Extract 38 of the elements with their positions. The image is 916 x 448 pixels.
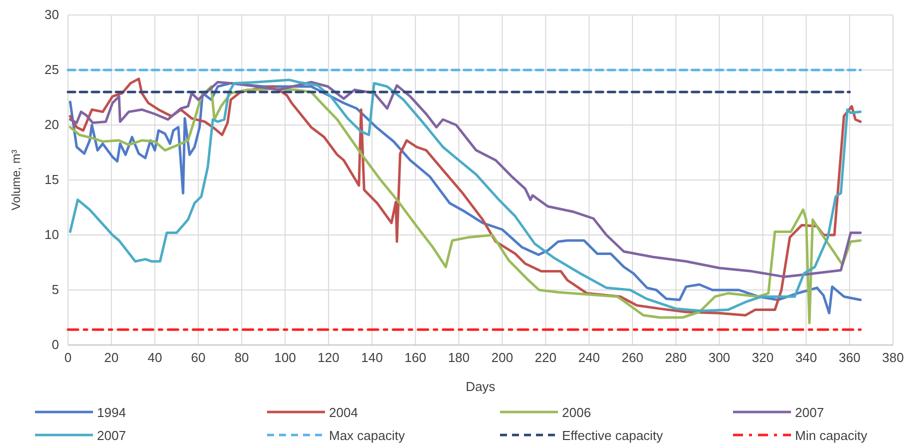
y-tick-label: 0 [52, 337, 59, 352]
x-tick-label: 100 [274, 350, 296, 366]
legend-label: Effective capacity [562, 428, 664, 443]
x-tick-label: 120 [318, 350, 340, 366]
x-tick-label: 20 [104, 350, 119, 366]
x-tick-label: 340 [795, 350, 818, 366]
legend-label: Min capacity [795, 428, 868, 443]
x-tick-label: 380 [882, 350, 904, 366]
x-tick-label: 140 [361, 350, 383, 366]
x-tick-label: 360 [838, 350, 860, 366]
y-tick-label: 15 [44, 172, 59, 188]
legend-label: Max capacity [329, 428, 406, 443]
y-tick-label: 30 [44, 7, 59, 22]
y-tick-label: 20 [44, 117, 59, 132]
x-tick-label: 80 [234, 350, 249, 366]
x-tick-label: 60 [191, 350, 206, 366]
x-tick-label: 320 [752, 350, 774, 366]
x-tick-label: 280 [665, 350, 687, 366]
legend-label: 1994 [97, 405, 126, 420]
legend-label: 2007 [795, 405, 824, 420]
x-tick-label: 160 [404, 350, 426, 366]
x-tick-label: 180 [448, 350, 470, 366]
y-tick-label: 10 [44, 227, 59, 242]
y-tick-label: 5 [52, 282, 59, 298]
y-axis-title: Volume, m³ [9, 150, 23, 210]
line-series [68, 80, 862, 278]
y-tick-label: 25 [44, 62, 59, 78]
x-tick-label: 200 [491, 350, 514, 366]
x-tick-label: 240 [578, 350, 600, 366]
x-tick-label: 0 [64, 350, 72, 366]
x-axis-title: Days [466, 379, 496, 394]
x-tick-label: 260 [622, 350, 644, 366]
x-tick-label: 40 [148, 350, 162, 366]
legend-label: 2006 [562, 405, 591, 420]
legend-label: 2007 [97, 428, 126, 443]
legend-label: 2004 [329, 405, 358, 420]
x-tick-label: 220 [534, 350, 556, 366]
x-tick-label: 300 [708, 350, 730, 366]
